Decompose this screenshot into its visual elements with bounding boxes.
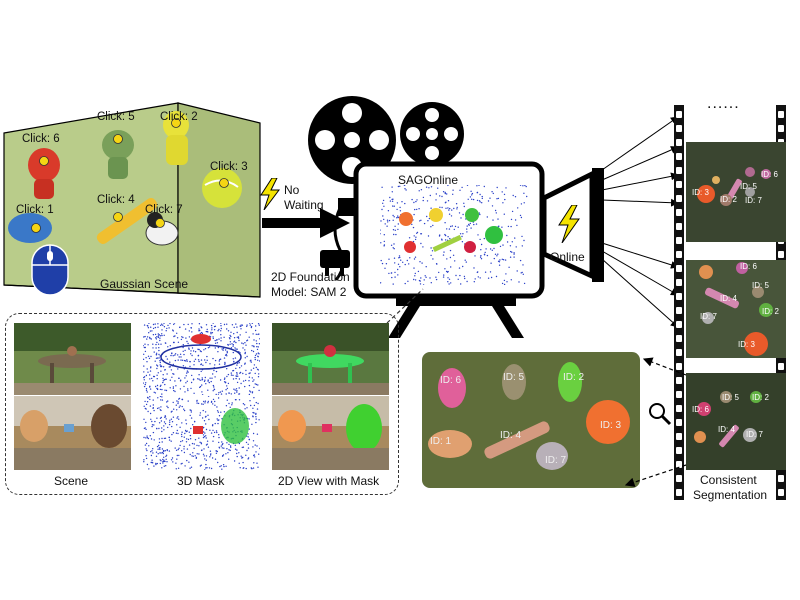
zoom-id-5: ID: 5 <box>503 372 525 383</box>
frame2-id-5: ID: 5 <box>752 281 769 290</box>
click-label-3: Click: 3 <box>210 161 248 173</box>
frame1-id-2: ID: 2 <box>720 195 737 204</box>
click-label-6: Click: 6 <box>22 133 60 145</box>
more-frames-dots: ...... <box>707 95 740 112</box>
zoom-id-1: ID: 1 <box>430 436 452 447</box>
frame2-id-3: ID: 3 <box>738 340 755 349</box>
frame3-id-7: ID: 7 <box>746 430 763 439</box>
zoom-id-4: ID: 4 <box>500 430 522 441</box>
caption-2d-view-with-mask: 2D View with Mask <box>278 474 380 488</box>
caption-scene: Scene <box>54 474 89 488</box>
segmentation-frame-3 <box>686 373 786 470</box>
gaussian-scene-title: Gaussian Scene <box>100 277 189 291</box>
frame3-id-6: ID: 6 <box>692 405 709 414</box>
frame1-id-6: ID: 6 <box>761 170 778 179</box>
foundation-model-line2: Model: SAM 2 <box>271 285 347 299</box>
zoom-id-7: ID: 7 <box>545 455 567 466</box>
view-2d-table <box>272 396 389 470</box>
segmentation-label: Segmentation <box>693 488 768 502</box>
projector-title: SAGOnline <box>398 173 459 187</box>
mask-3d-table <box>143 396 260 470</box>
frame2-id-4: ID: 4 <box>720 294 737 303</box>
click-label-4: Click: 4 <box>97 194 135 206</box>
zoom-id-3: ID: 3 <box>600 420 622 431</box>
zoom-id-2: ID: 2 <box>563 372 585 383</box>
view-2d-garden <box>272 323 389 395</box>
online-lightning-icon <box>556 204 582 244</box>
frame1-id-3: ID: 3 <box>692 188 709 197</box>
mask-3d-garden <box>143 323 260 395</box>
zoomed-segmentation-view <box>422 352 640 488</box>
click-label-5: Click: 5 <box>97 111 135 123</box>
click-label-7: Click: 7 <box>145 204 183 216</box>
frame1-id-7: ID: 7 <box>745 196 762 205</box>
frame3-id-2: ID: 2 <box>752 393 769 402</box>
scene-photo-garden <box>14 323 131 395</box>
frame2-id-2: ID: 2 <box>762 307 779 316</box>
caption-3d-mask: 3D Mask <box>177 474 225 488</box>
frame1-id-5: ID: 5 <box>740 182 757 191</box>
frame3-id-5: ID: 5 <box>722 393 739 402</box>
frame3-id-4: ID: 4 <box>718 425 735 434</box>
segmentation-frame-2 <box>686 260 786 358</box>
no-waiting-line2: Waiting <box>284 198 324 212</box>
gaussian-point-cloud <box>379 184 528 286</box>
segmentation-frame-1 <box>686 142 786 242</box>
examples-panel <box>5 313 399 495</box>
foundation-model-line1: 2D Foundation <box>271 270 350 284</box>
online-label: Online <box>550 250 585 264</box>
frame2-id-6: ID: 6 <box>740 262 757 271</box>
scene-photo-table <box>14 396 131 470</box>
projector-illustration <box>300 90 620 340</box>
projection-arrows <box>590 95 690 345</box>
magnifier-icon <box>648 402 672 426</box>
lightning-icon <box>258 177 282 211</box>
frame2-id-7: ID: 7 <box>700 312 717 321</box>
zoom-id-6: ID: 6 <box>440 375 462 386</box>
zoom-dashed-arrows <box>620 355 690 490</box>
mouse-icon <box>30 243 70 298</box>
click-label-1: Click: 1 <box>16 204 54 216</box>
panel-connector <box>385 285 425 325</box>
click-label-2: Click: 2 <box>160 111 198 123</box>
consistent-label: Consistent <box>700 473 757 487</box>
no-waiting-line1: No <box>284 183 300 197</box>
